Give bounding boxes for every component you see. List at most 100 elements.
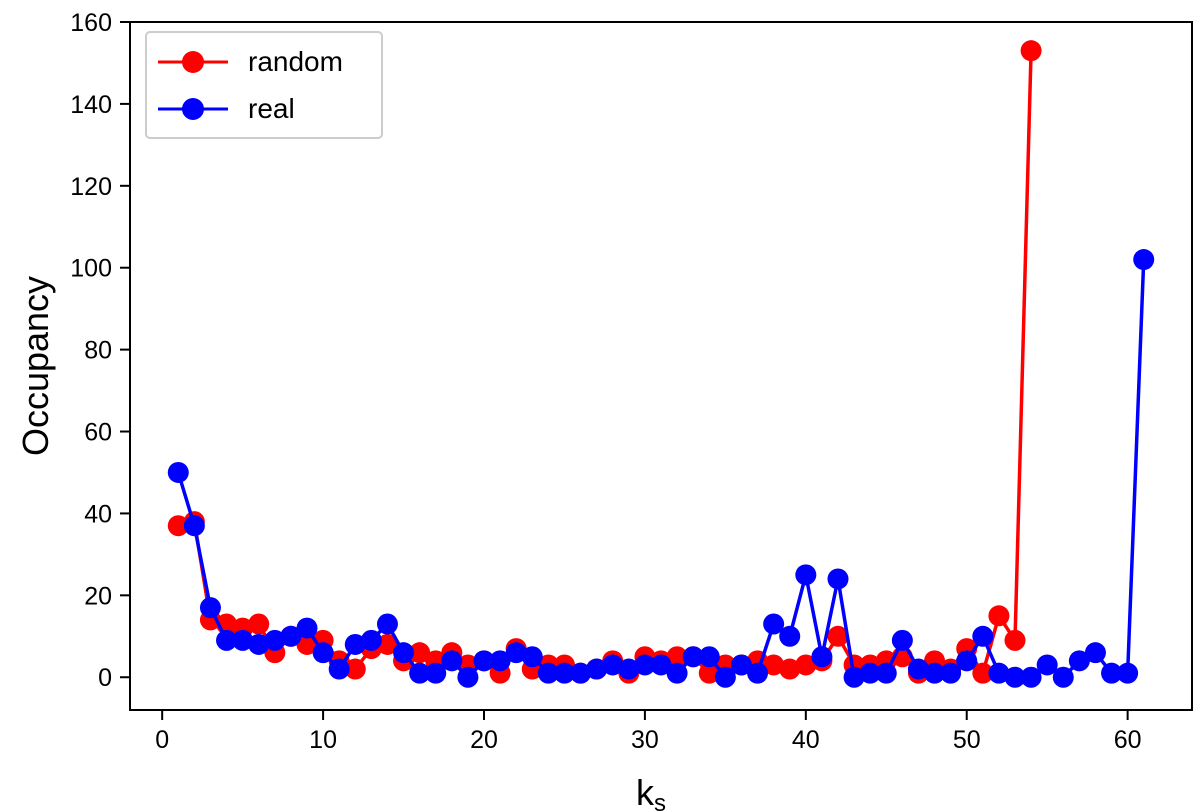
- x-tick-label: 0: [155, 726, 169, 754]
- data-point-real: [521, 646, 543, 668]
- data-point-real: [714, 666, 736, 688]
- data-point-real: [232, 629, 254, 651]
- x-tick-label: 30: [631, 726, 659, 754]
- data-point-real: [1133, 249, 1155, 271]
- data-point-real: [634, 654, 656, 676]
- data-point-real: [344, 633, 366, 655]
- legend-box: [145, 31, 383, 139]
- x-tick-label: 20: [470, 726, 498, 754]
- data-point-real: [570, 662, 592, 684]
- x-axis-label-main: k: [636, 772, 655, 812]
- data-point-real: [248, 633, 270, 655]
- data-point-real: [650, 654, 672, 676]
- x-tick-label: 60: [1114, 726, 1142, 754]
- data-point-real: [586, 658, 608, 680]
- data-point-random: [763, 654, 785, 676]
- data-point-random: [666, 646, 688, 668]
- data-point-real: [264, 629, 286, 651]
- data-point-real: [457, 666, 479, 688]
- data-point-real: [827, 568, 849, 590]
- data-point-random: [376, 633, 398, 655]
- y-tick-label: 40: [84, 500, 112, 528]
- data-point-real: [1101, 662, 1123, 684]
- data-point-real: [779, 625, 801, 647]
- legend-real-label: real: [248, 93, 295, 124]
- data-point-random: [795, 654, 817, 676]
- legend-real-marker: [182, 98, 204, 120]
- series-layer: [167, 40, 1155, 688]
- x-tick-label: 10: [309, 726, 337, 754]
- data-point-real: [280, 625, 302, 647]
- data-point-real: [940, 662, 962, 684]
- data-point-random: [344, 658, 366, 680]
- data-point-real: [489, 650, 511, 672]
- data-point-real: [216, 629, 238, 651]
- legend: random real: [145, 31, 383, 139]
- data-point-real: [425, 662, 447, 684]
- x-axis: 0 10 20 30 40 50 60: [155, 710, 1142, 754]
- plot-frame: [129, 21, 1193, 711]
- series-line-random: [177, 50, 1033, 675]
- data-point-random: [1020, 40, 1042, 62]
- data-point-real: [360, 629, 382, 651]
- data-point-real: [795, 564, 817, 586]
- data-point-real: [473, 650, 495, 672]
- data-point-real: [312, 642, 334, 664]
- data-point-real: [1020, 666, 1042, 688]
- data-point-real: [730, 654, 752, 676]
- data-point-real: [393, 642, 415, 664]
- y-tick-label: 120: [70, 173, 112, 201]
- data-point-real: [296, 617, 318, 639]
- x-tick-label: 50: [953, 726, 981, 754]
- data-point-real: [602, 654, 624, 676]
- data-point-real: [376, 613, 398, 635]
- data-point-random: [409, 642, 431, 664]
- data-point-real: [891, 629, 913, 651]
- data-point-real: [553, 662, 575, 684]
- data-point-real: [1004, 666, 1026, 688]
- data-point-real: [859, 662, 881, 684]
- y-tick-label: 60: [84, 419, 112, 447]
- y-tick-label: 20: [84, 582, 112, 610]
- data-point-real: [1036, 654, 1058, 676]
- data-point-real: [1117, 662, 1139, 684]
- data-point-real: [682, 646, 704, 668]
- legend-random-label: random: [248, 46, 343, 77]
- data-point-real: [972, 625, 994, 647]
- data-point-real: [1052, 666, 1074, 688]
- data-point-real: [698, 646, 720, 668]
- legend-random-marker: [182, 51, 204, 73]
- data-point-real: [328, 658, 350, 680]
- data-point-real: [441, 650, 463, 672]
- data-point-real: [956, 650, 978, 672]
- y-tick-label: 100: [70, 255, 112, 283]
- data-point-real: [747, 662, 769, 684]
- data-point-random: [248, 613, 270, 635]
- data-point-real: [183, 515, 205, 537]
- data-point-real: [924, 662, 946, 684]
- x-tick-label: 40: [792, 726, 820, 754]
- data-point-random: [779, 658, 801, 680]
- data-point-random: [698, 662, 720, 684]
- data-point-real: [1068, 650, 1090, 672]
- data-point-random: [167, 515, 189, 537]
- x-axis-label: ks: [636, 772, 666, 812]
- y-tick-label: 140: [70, 91, 112, 119]
- data-point-random: [972, 662, 994, 684]
- y-axis: 0 20 40 60 80 100 120 140 160: [70, 9, 130, 692]
- data-point-real: [1084, 642, 1106, 664]
- y-tick-label: 80: [84, 337, 112, 365]
- data-point-random: [988, 605, 1010, 627]
- data-point-random: [827, 625, 849, 647]
- data-point-real: [763, 613, 785, 635]
- data-point-real: [199, 597, 221, 619]
- data-point-real: [666, 662, 688, 684]
- series-real: [167, 249, 1155, 688]
- data-point-real: [537, 662, 559, 684]
- y-axis-label: Occupancy: [15, 276, 56, 456]
- data-point-real: [167, 461, 189, 483]
- y-tick-label: 160: [70, 9, 112, 37]
- data-point-random: [1004, 629, 1026, 651]
- data-point-real: [988, 662, 1010, 684]
